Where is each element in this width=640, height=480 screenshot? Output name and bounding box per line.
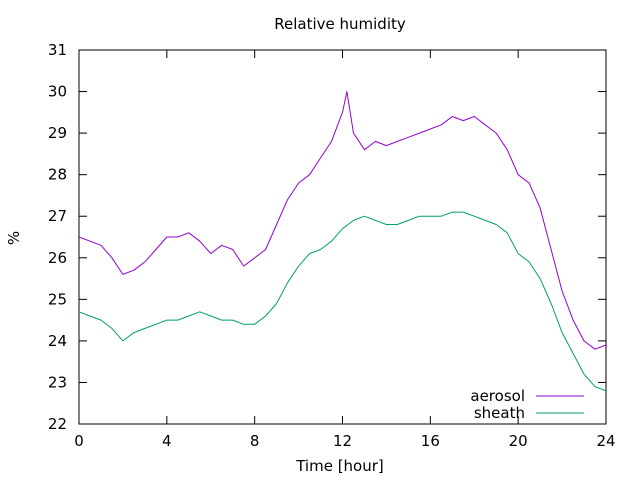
y-tick-label: 26 bbox=[48, 249, 67, 267]
y-tick-label: 28 bbox=[48, 166, 67, 184]
y-tick-label: 23 bbox=[48, 373, 67, 391]
x-axis-label: Time [hour] bbox=[295, 457, 384, 475]
y-axis-label: % bbox=[5, 231, 23, 245]
plot-border bbox=[78, 49, 607, 425]
x-axis: 0 4 8 12 16 20 24 bbox=[74, 50, 616, 450]
y-tick-label: 25 bbox=[48, 290, 67, 308]
legend-label: sheath bbox=[474, 404, 525, 422]
y-tick-label: 27 bbox=[48, 207, 67, 225]
y-tick-label: 24 bbox=[48, 332, 67, 350]
x-tick-label: 24 bbox=[596, 432, 615, 450]
series-layer bbox=[78, 91, 607, 392]
x-tick-label: 0 bbox=[74, 432, 84, 450]
chart-title: Relative humidity bbox=[274, 15, 406, 33]
y-tick-label: 30 bbox=[48, 83, 67, 101]
y-tick-label: 22 bbox=[48, 415, 67, 433]
series-line-sheath bbox=[78, 211, 607, 392]
x-tick-label: 4 bbox=[162, 432, 172, 450]
x-tick-label: 20 bbox=[509, 432, 528, 450]
series-line-aerosol bbox=[78, 91, 607, 350]
y-tick-label: 31 bbox=[48, 41, 67, 59]
y-tick-label: 29 bbox=[48, 124, 67, 142]
legend-label: aerosol bbox=[470, 387, 525, 405]
x-tick-label: 16 bbox=[421, 432, 440, 450]
x-tick-label: 12 bbox=[333, 432, 352, 450]
x-tick-label: 8 bbox=[250, 432, 260, 450]
y-axis: 22 23 24 25 26 27 28 29 30 31 bbox=[48, 41, 606, 433]
